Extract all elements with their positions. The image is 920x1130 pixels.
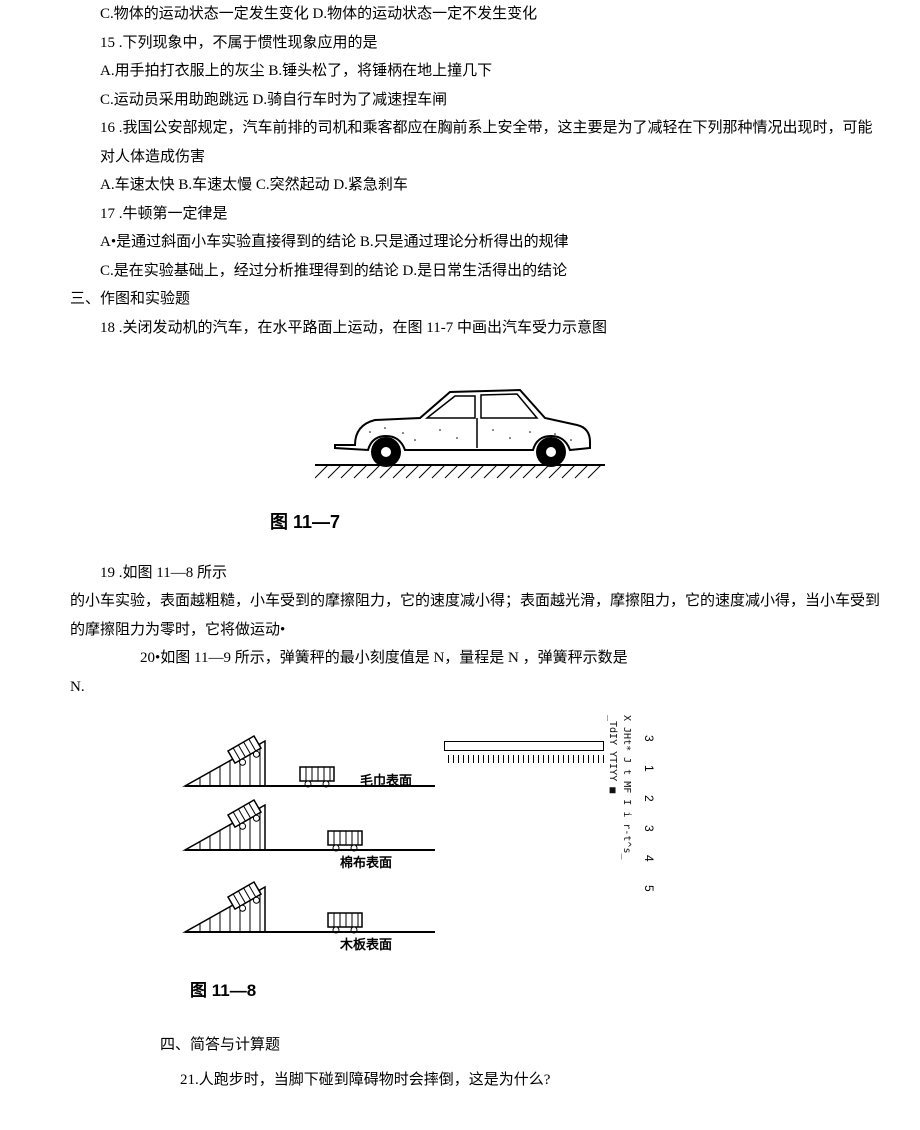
q15-stem: 15 .下列现象中，不属于惯性现象应用的是 — [0, 29, 920, 58]
q19-body: 的小车实验，表面越粗糙，小车受到的摩擦阻力，它的速度减小得；表面越光滑，摩擦阻力… — [0, 587, 920, 644]
figure-11-8-caption: 图 11—8 — [0, 975, 920, 1007]
q21-stem: 21.人跑步时，当脚下碰到障碍物时会摔倒，这是为什么? — [0, 1066, 920, 1095]
label-towel: 毛巾表面 — [360, 769, 412, 794]
section-3-heading: 三、作图和实验题 — [0, 285, 920, 314]
q16-stem: 16 .我国公安部规定，汽车前排的司机和乘客都应在胸前系上安全带，这主要是为了减… — [0, 114, 920, 171]
car-svg — [315, 370, 605, 480]
q14-options-cd: C.物体的运动状态一定发生变化 D.物体的运动状态一定不发生变化 — [0, 0, 920, 29]
q17-options-ab: A•是通过斜面小车实验直接得到的结论 B.只是通过理论分析得出的规律 — [0, 228, 920, 257]
figure-11-9-spring-scale: 3 1 2 3 4 5 X JHt* J t MF I i r-t^s_ _Td… — [410, 741, 640, 861]
q17-stem: 17 .牛顿第一定律是 — [0, 200, 920, 229]
garbled-text-b: _TdIY YTIYY ■ — [603, 715, 622, 793]
figure-11-7-caption: 图 11—7 — [0, 505, 920, 539]
label-cotton: 棉布表面 — [340, 851, 392, 876]
q17-options-cd: C.是在实验基础上，经过分析推理得到的结论 D.是日常生活得出的结论 — [0, 257, 920, 286]
section-4-heading: 四、简答与计算题 — [0, 1031, 920, 1060]
q15-options-cd: C.运动员采用助跑跳远 D.骑自行车时为了减速捏车闸 — [0, 86, 920, 115]
q20-stem: 20•如图 11—9 所示，弹簧秤的最小刻度值是 N，量程是 N ，弹簧秤示数是 — [0, 644, 920, 673]
q16-options: A.车速太快 B.车速太慢 C.突然起动 D.紧急刹车 — [0, 171, 920, 200]
figure-11-7-car — [0, 370, 920, 491]
ramp-wood: 木板表面 — [180, 877, 440, 937]
scale-numbers: 3 1 2 3 4 5 — [637, 735, 660, 902]
q15-options-ab: A.用手拍打衣服上的灰尘 B.锤头松了，将锤柄在地上撞几下 — [0, 57, 920, 86]
ramp-towel: 毛巾表面 — [180, 731, 440, 791]
q19-stem: 19 .如图 11—8 所示 — [0, 559, 920, 588]
figure-11-8-ramps: 毛巾表面 — [180, 731, 440, 937]
label-wood: 木板表面 — [340, 933, 392, 958]
q18-stem: 18 .关闭发动机的汽车，在水平路面上运动，在图 11-7 中画出汽车受力示意图 — [0, 314, 920, 343]
figures-row: 毛巾表面 — [0, 731, 920, 971]
ramp-cotton: 棉布表面 — [180, 795, 440, 855]
q20-unit: N. — [0, 673, 920, 702]
